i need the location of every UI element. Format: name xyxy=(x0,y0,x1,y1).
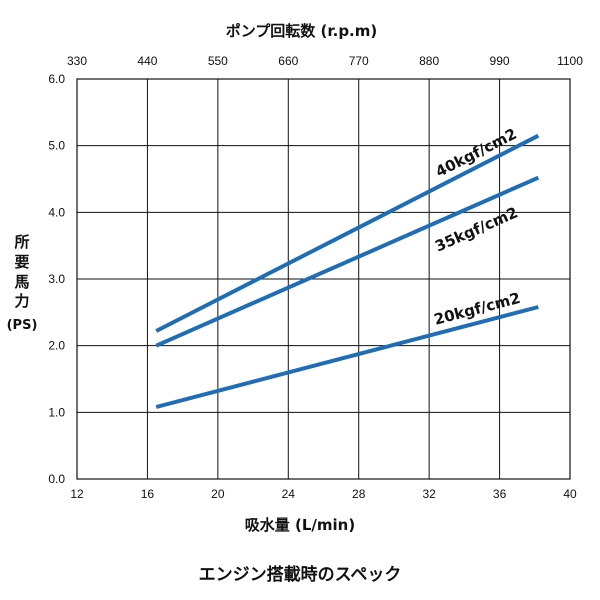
y-tick-label: 3.0 xyxy=(48,272,65,286)
top-tick-label: 330 xyxy=(67,54,87,68)
x-tick-label: 12 xyxy=(70,487,84,501)
y-tick-label: 5.0 xyxy=(48,139,65,153)
top-tick-label: 880 xyxy=(419,54,439,68)
x-tick-label: 40 xyxy=(563,487,577,501)
top-tick-label: 1100 xyxy=(557,54,583,68)
y-tick-labels: 0.0 1.0 2.0 3.0 4.0 5.0 6.0 xyxy=(48,72,65,486)
y-axis-label-line: 所 xyxy=(14,233,29,251)
x-tick-label: 28 xyxy=(352,487,366,501)
top-tick-label: 440 xyxy=(137,54,157,68)
x-tick-label: 16 xyxy=(141,487,155,501)
series-layer xyxy=(155,133,540,409)
y-axis-label-line: (PS) xyxy=(7,318,38,333)
top-tick-labels: 330 440 550 660 770 880 990 1100 xyxy=(67,54,583,68)
top-tick-label: 990 xyxy=(490,54,510,68)
y-axis-label-line: 力 xyxy=(14,292,29,310)
x-tick-label: 20 xyxy=(211,487,225,501)
y-tick-label: 4.0 xyxy=(48,205,65,219)
top-axis-label: ポンプ回転数 (r.p.m) xyxy=(226,22,378,40)
y-tick-label: 1.0 xyxy=(48,405,65,419)
x-axis-label: 吸水量 (L/min) xyxy=(245,516,355,534)
top-tick-label: 550 xyxy=(208,54,228,68)
y-tick-label: 6.0 xyxy=(48,72,65,86)
plot-frame xyxy=(76,78,571,480)
y-tick-label: 0.0 xyxy=(48,472,65,486)
y-axis-label-line: 要 xyxy=(14,253,29,271)
y-axis-label-line: 馬 xyxy=(14,273,29,291)
series-line xyxy=(155,133,540,333)
x-tick-label: 36 xyxy=(493,487,507,501)
x-tick-label: 32 xyxy=(422,487,436,501)
x-tick-label: 24 xyxy=(282,487,296,501)
top-tick-label: 770 xyxy=(349,54,369,68)
series-line xyxy=(155,175,540,348)
series-label: 35kgf/cm2 xyxy=(432,203,520,255)
caption: エンジン搭載時のスペック xyxy=(198,565,402,585)
x-tick-labels: 12 16 20 24 28 32 36 40 xyxy=(70,487,577,501)
series-line xyxy=(155,305,539,409)
grid xyxy=(77,79,570,479)
top-tick-label: 660 xyxy=(278,54,298,68)
y-tick-label: 2.0 xyxy=(48,339,65,353)
